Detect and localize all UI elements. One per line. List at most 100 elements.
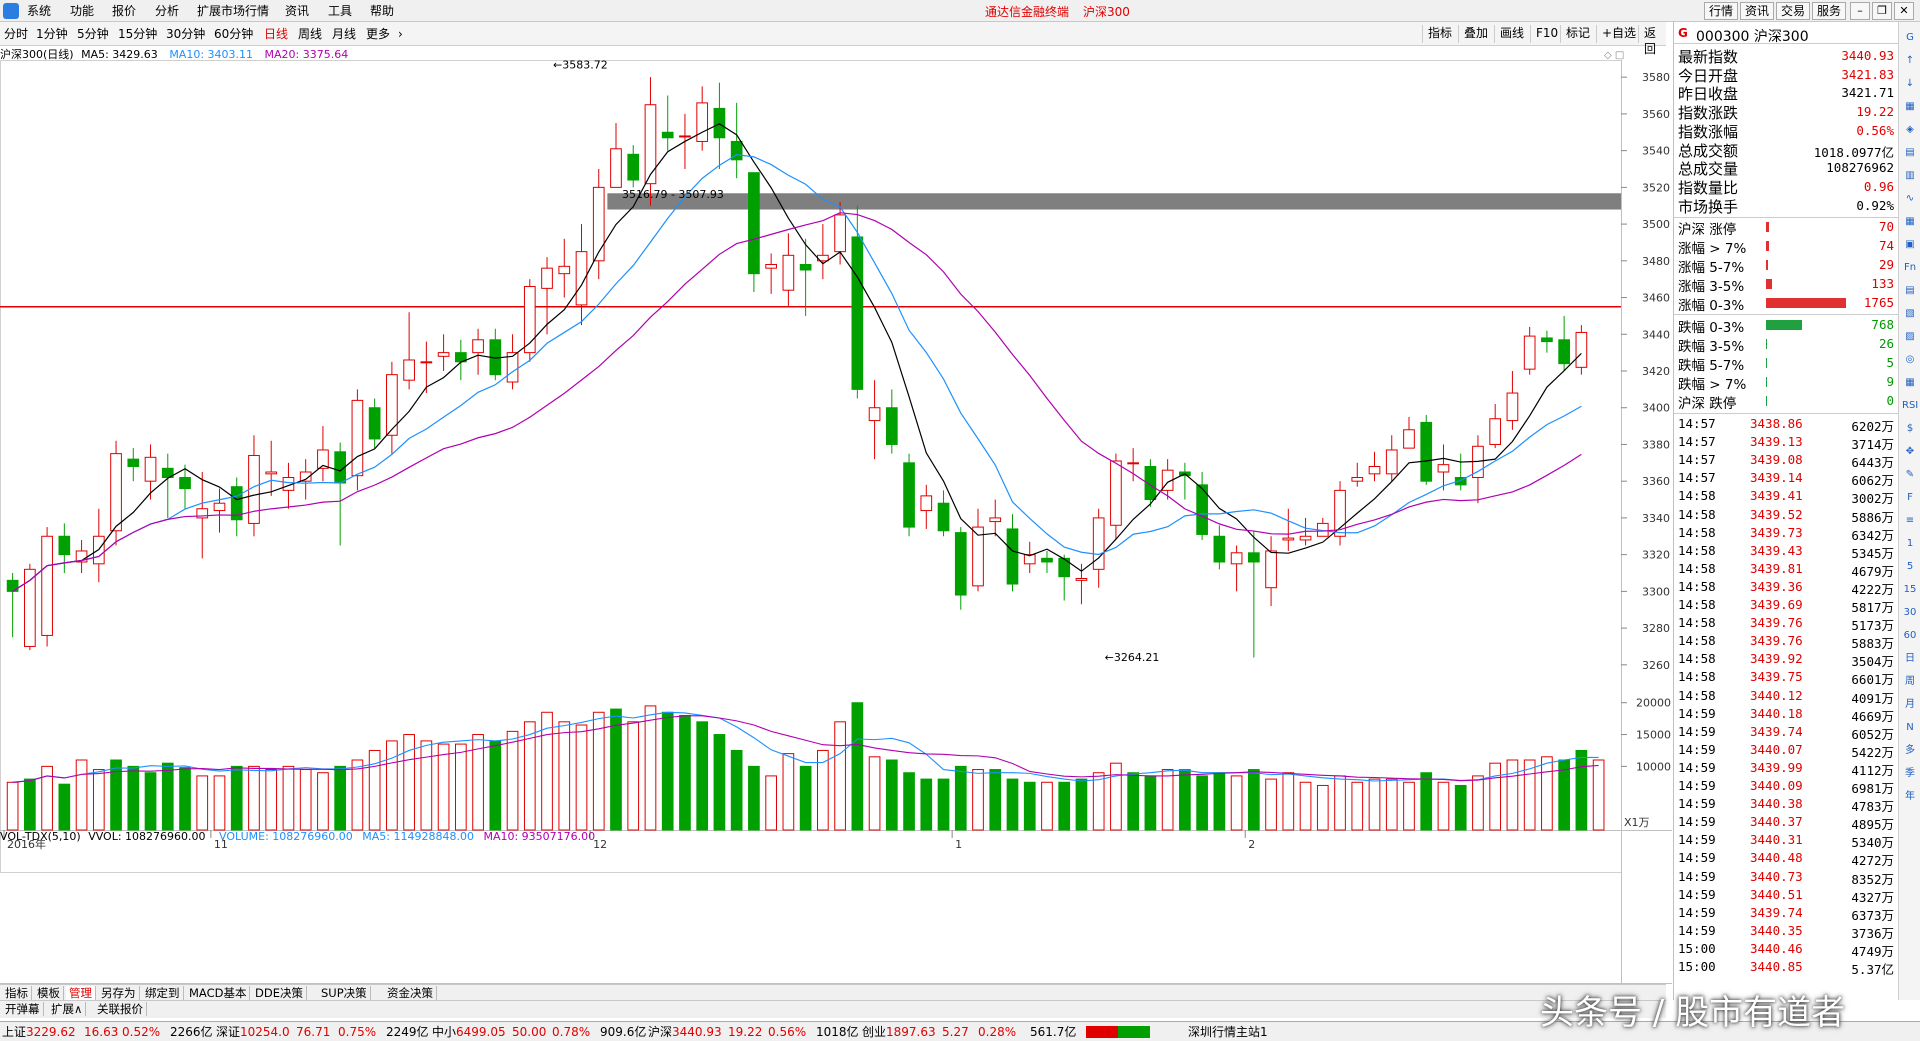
tab-15min[interactable]: 15分钟 bbox=[118, 27, 158, 41]
button-service[interactable]: 服务 bbox=[1812, 2, 1847, 20]
side-tool-icon[interactable]: ≡ bbox=[1905, 515, 1915, 526]
side-tool-icon[interactable]: 15 bbox=[1903, 584, 1917, 595]
side-tool-icon[interactable]: 季 bbox=[1905, 768, 1915, 779]
restore-icon[interactable]: ❐ bbox=[1872, 2, 1892, 20]
side-tool-icon[interactable]: Fn bbox=[1903, 262, 1917, 273]
side-tool-icon[interactable]: ◎ bbox=[1905, 354, 1915, 365]
side-tool-icon[interactable]: 5 bbox=[1906, 561, 1914, 572]
tick-volume: 5340万 bbox=[1851, 835, 1894, 851]
side-tool-icon[interactable]: RSI bbox=[1902, 400, 1919, 411]
side-tool-icon[interactable]: G bbox=[1906, 32, 1914, 43]
volume-bar bbox=[834, 721, 846, 831]
tool-mark[interactable]: 标记 bbox=[1560, 25, 1595, 43]
menu-help[interactable]: 帮助 bbox=[370, 4, 395, 18]
indicator-tab[interactable]: SUP决策 bbox=[318, 986, 371, 1000]
side-tool-icon[interactable]: 1 bbox=[1906, 538, 1914, 549]
close-icon[interactable]: ✕ bbox=[1894, 2, 1914, 20]
indicator-tab[interactable]: 模板 bbox=[34, 986, 64, 1000]
tab-intraday[interactable]: 分时 bbox=[4, 27, 29, 41]
indicator-tab[interactable]: 指标 bbox=[2, 986, 32, 1000]
side-tool-icon[interactable]: ▨ bbox=[1905, 331, 1915, 342]
extra-tab[interactable]: 扩展∧ bbox=[48, 1002, 87, 1016]
tab-monthly[interactable]: 月线 bbox=[332, 27, 357, 41]
tick-price: 3440.73 bbox=[1750, 868, 1803, 884]
tab-60min[interactable]: 60分钟 bbox=[214, 27, 254, 41]
tab-30min[interactable]: 30分钟 bbox=[166, 27, 206, 41]
volume-bar bbox=[1006, 778, 1019, 831]
indicator-tab[interactable]: 绑定到 bbox=[142, 986, 184, 1000]
vol-ma10-label: MA10: 93507176.00 bbox=[483, 830, 596, 843]
extra-tab[interactable]: 关联报价 bbox=[94, 1002, 147, 1016]
tab-more[interactable]: 更多 bbox=[366, 27, 391, 41]
side-tool-icon[interactable]: 60 bbox=[1903, 630, 1917, 641]
tick-price: 3439.76 bbox=[1750, 615, 1803, 631]
button-trade[interactable]: 交易 bbox=[1776, 2, 1811, 20]
tab-1min[interactable]: 1分钟 bbox=[36, 27, 68, 41]
tick-time: 14:59 bbox=[1678, 723, 1716, 739]
indicator-tab[interactable]: DDE决策 bbox=[252, 986, 307, 1000]
side-tool-icon[interactable]: $ bbox=[1906, 423, 1914, 434]
tool-add-watchlist[interactable]: +自选 bbox=[1596, 25, 1641, 43]
quote-header: G 000300 沪深300 bbox=[1674, 24, 1898, 45]
side-tool-icon[interactable]: ▣ bbox=[1905, 239, 1915, 250]
side-tool-icon[interactable]: ↑ bbox=[1905, 55, 1915, 66]
side-tool-icon[interactable]: 30 bbox=[1903, 607, 1917, 618]
tool-drawing[interactable]: 画线 bbox=[1494, 25, 1529, 43]
tab-daily[interactable]: 日线 bbox=[264, 27, 289, 41]
hs-pct: 0.56% bbox=[768, 1025, 807, 1039]
minimize-icon[interactable]: – bbox=[1850, 2, 1870, 20]
indicator-tab[interactable]: 管理 bbox=[66, 986, 96, 1000]
tool-back[interactable]: 返回 bbox=[1638, 25, 1666, 56]
side-tool-icon[interactable]: ▧ bbox=[1905, 308, 1915, 319]
server-name[interactable]: 深圳行情主站1 bbox=[1188, 1025, 1268, 1039]
side-tool-icon[interactable]: ▦ bbox=[1905, 101, 1915, 112]
menu-quote[interactable]: 报价 bbox=[112, 4, 137, 18]
tab-5min[interactable]: 5分钟 bbox=[77, 27, 109, 41]
side-tool-icon[interactable]: ↓ bbox=[1905, 78, 1915, 89]
side-tool-icon[interactable]: ✥ bbox=[1905, 446, 1915, 457]
menu-analysis[interactable]: 分析 bbox=[155, 4, 180, 18]
expand-icon[interactable]: ◇ □ bbox=[1604, 50, 1624, 61]
side-tool-icon[interactable]: ▦ bbox=[1905, 377, 1915, 388]
side-tool-icon[interactable]: 日 bbox=[1905, 653, 1915, 664]
button-quote[interactable]: 行情 bbox=[1704, 2, 1739, 20]
side-tool-icon[interactable]: 多 bbox=[1905, 745, 1915, 756]
candle-body bbox=[299, 471, 312, 482]
menu-news[interactable]: 资讯 bbox=[285, 4, 310, 18]
tool-f10[interactable]: F10 bbox=[1530, 25, 1563, 43]
side-tool-icon[interactable]: ∿ bbox=[1905, 193, 1915, 204]
side-tool-icon[interactable]: ▥ bbox=[1905, 170, 1915, 181]
side-tool-icon[interactable]: ▤ bbox=[1905, 285, 1915, 296]
side-tool-icon[interactable]: ▤ bbox=[1905, 147, 1915, 158]
menu-tools[interactable]: 工具 bbox=[328, 4, 353, 18]
side-tool-icon[interactable]: ▦ bbox=[1905, 216, 1915, 227]
tab-weekly[interactable]: 周线 bbox=[298, 27, 323, 41]
indicator-tab[interactable]: 另存为 bbox=[98, 986, 140, 1000]
side-tool-icon[interactable]: 年 bbox=[1905, 791, 1915, 802]
quote-row: 市场换手 0.92% bbox=[1678, 196, 1894, 216]
side-tool-icon[interactable]: 月 bbox=[1905, 699, 1915, 710]
tool-overlay[interactable]: 叠加 bbox=[1458, 25, 1493, 43]
sh-pct: 0.52% bbox=[122, 1025, 161, 1039]
button-news[interactable]: 资讯 bbox=[1740, 2, 1775, 20]
menu-extended-market[interactable]: 扩展市场行情 bbox=[197, 4, 270, 18]
candle-body bbox=[523, 286, 536, 354]
side-tool-icon[interactable]: N bbox=[1906, 722, 1914, 733]
indicator-tab[interactable]: MACD基本 bbox=[186, 986, 251, 1000]
indicator-tab[interactable]: 资金决策 bbox=[384, 986, 437, 1000]
extra-tab[interactable]: 开弹幕 bbox=[2, 1002, 44, 1016]
side-tool-icon[interactable]: F bbox=[1907, 492, 1913, 503]
volume-bar bbox=[489, 740, 502, 831]
chevron-right-icon[interactable]: › bbox=[398, 27, 403, 41]
menu-system[interactable]: 系统 bbox=[27, 4, 52, 18]
candle-body bbox=[1006, 528, 1019, 585]
date-tick-label: 2016年 bbox=[7, 837, 46, 851]
breadth-bar bbox=[1766, 241, 1769, 251]
side-tool-icon[interactable]: 周 bbox=[1905, 676, 1915, 687]
tool-indicator[interactable]: 指标 bbox=[1422, 25, 1457, 43]
side-tool-icon[interactable]: ✎ bbox=[1905, 469, 1915, 480]
side-tool-icon[interactable]: ◈ bbox=[1906, 124, 1914, 135]
menu-function[interactable]: 功能 bbox=[70, 4, 95, 18]
candle-body bbox=[1282, 537, 1295, 541]
